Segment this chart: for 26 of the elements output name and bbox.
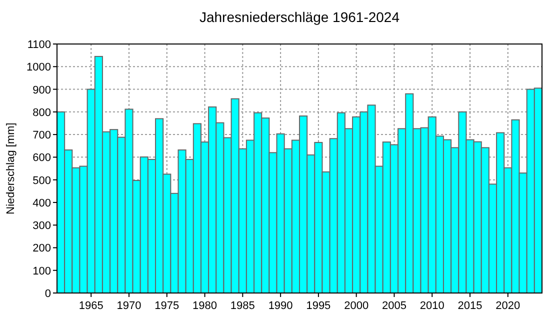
y-tick-label: 300 <box>32 220 51 232</box>
x-tick-label: 2015 <box>458 300 482 312</box>
chart-title: Jahresniederschläge 1961-2024 <box>199 9 400 25</box>
y-tick-label: 800 <box>32 106 51 119</box>
x-tick-label: 2020 <box>496 300 520 312</box>
y-tick-label: 200 <box>32 242 51 255</box>
x-tick-label: 1970 <box>116 300 142 312</box>
x-tick-label: 1995 <box>306 300 331 312</box>
x-tick-label: 1965 <box>78 300 104 312</box>
x-tick-label: 1990 <box>268 300 293 312</box>
x-tick-label: 2005 <box>382 300 406 312</box>
x-tick-label: 1975 <box>154 300 180 312</box>
y-tick-label: 600 <box>32 152 51 164</box>
y-tick-label: 0 <box>44 288 51 300</box>
y-tick-label: 400 <box>32 197 51 210</box>
y-tick-label: 1000 <box>26 62 51 74</box>
y-axis-title: Niederschlag [mm] <box>5 122 17 214</box>
y-tick-label: 1100 <box>27 39 51 51</box>
y-tick-label: 500 <box>32 174 51 187</box>
y-tick-label: 100 <box>32 265 51 278</box>
x-tick-label: 2000 <box>344 300 369 312</box>
x-tick-label: 1980 <box>192 300 218 312</box>
x-tick-label: 2010 <box>420 300 444 312</box>
y-tick-label: 700 <box>32 130 51 142</box>
y-tick-label: 900 <box>32 84 51 96</box>
x-tick-label: 1985 <box>230 300 255 312</box>
